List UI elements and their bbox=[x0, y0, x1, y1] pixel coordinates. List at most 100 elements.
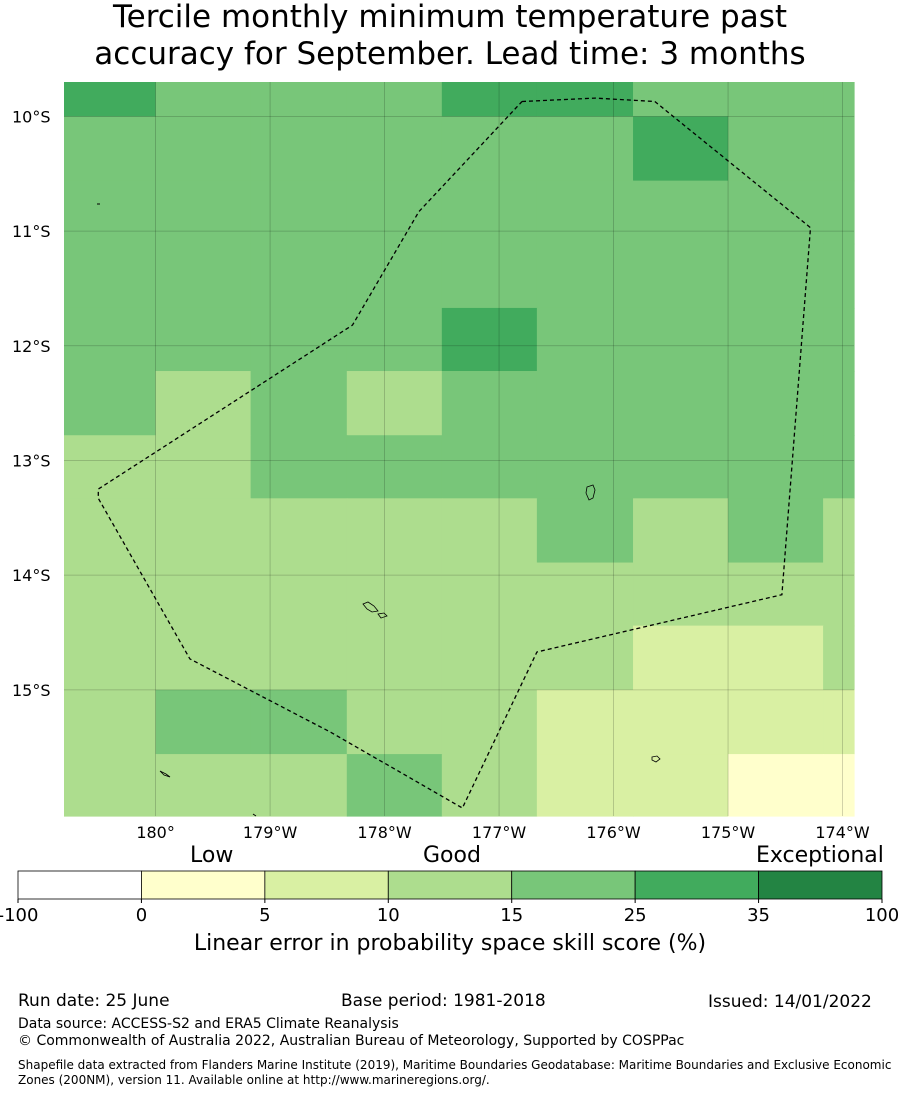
skill-cell bbox=[250, 307, 348, 372]
skill-cell bbox=[728, 116, 824, 182]
skill-cell bbox=[536, 243, 634, 309]
latitude-label: 14°S bbox=[12, 566, 51, 585]
colorbar-tick-label: 15 bbox=[500, 905, 523, 926]
skill-cell bbox=[155, 754, 252, 817]
skill-cell bbox=[64, 435, 157, 499]
skill-cell bbox=[64, 371, 157, 436]
skill-cell bbox=[346, 562, 443, 627]
skill-cell bbox=[155, 180, 252, 245]
data-source: Data source: ACCESS-S2 and ERA5 Climate … bbox=[18, 1016, 399, 1032]
longitude-label: 178°W bbox=[357, 823, 412, 842]
skill-cell bbox=[823, 116, 855, 182]
category-good: Good bbox=[423, 843, 481, 868]
skill-grid-cells bbox=[64, 82, 855, 817]
longitude-label: 177°W bbox=[472, 823, 527, 842]
longitude-label: 175°W bbox=[701, 823, 756, 842]
skill-cell bbox=[441, 243, 538, 309]
skill-cell bbox=[346, 625, 443, 691]
skill-cell bbox=[728, 562, 824, 627]
colorbar-tick-label: 35 bbox=[747, 905, 770, 926]
skill-cell bbox=[728, 243, 824, 309]
category-exceptional: Exceptional bbox=[756, 843, 884, 868]
skill-cell bbox=[823, 371, 855, 436]
skill-cell bbox=[536, 689, 634, 755]
colorbar-swatch bbox=[17, 870, 142, 900]
colorbar-tick-label: 0 bbox=[136, 905, 147, 926]
graticule bbox=[64, 82, 854, 816]
skill-cell bbox=[155, 689, 252, 755]
colorbar-swatch bbox=[387, 870, 513, 900]
island-outline bbox=[651, 755, 661, 763]
skill-cell bbox=[633, 371, 729, 436]
longitude-labels: 180° 179°W 178°W 177°W 176°W 175°W 174°W bbox=[136, 823, 870, 842]
skill-cell bbox=[823, 180, 855, 245]
longitude-label: 174°W bbox=[815, 823, 870, 842]
base-period: Base period: 1981-2018 bbox=[341, 991, 546, 1011]
skill-cell bbox=[441, 435, 538, 499]
skill-cell bbox=[536, 498, 634, 564]
skill-cell bbox=[823, 625, 855, 691]
skill-cell bbox=[728, 754, 824, 817]
colorbar-ticks: -100 0 5 10 15 25 35 100 bbox=[0, 899, 899, 926]
skill-cell bbox=[728, 625, 824, 691]
skill-cell bbox=[64, 307, 157, 372]
colorbar-tick-label: 100 bbox=[865, 905, 899, 926]
skill-cell bbox=[64, 243, 157, 309]
skill-cell bbox=[346, 180, 443, 245]
skill-cell bbox=[155, 562, 252, 627]
skill-cell bbox=[823, 82, 855, 118]
skill-cell bbox=[250, 754, 348, 817]
skill-cell bbox=[155, 498, 252, 564]
colorbar-swatch bbox=[141, 870, 266, 900]
skill-cell bbox=[823, 689, 855, 755]
skill-cell bbox=[536, 371, 634, 436]
colorbar-swatch bbox=[758, 870, 883, 900]
skill-cell bbox=[633, 307, 729, 372]
skill-cell bbox=[346, 435, 443, 499]
colorbar-tick-label: -100 bbox=[0, 905, 38, 926]
colorbar bbox=[17, 870, 883, 900]
longitude-label: 176°W bbox=[586, 823, 641, 842]
skill-cell bbox=[536, 307, 634, 372]
skill-cell bbox=[64, 116, 157, 182]
skill-cell bbox=[728, 435, 824, 499]
island-outline bbox=[362, 601, 379, 613]
skill-cell bbox=[441, 754, 538, 817]
colorbar-tick-label: 10 bbox=[377, 905, 400, 926]
latitude-label: 15°S bbox=[12, 681, 51, 700]
skill-cell bbox=[441, 116, 538, 182]
skill-cell bbox=[633, 82, 729, 118]
skill-cell bbox=[346, 116, 443, 182]
skill-cell bbox=[441, 498, 538, 564]
skill-cell bbox=[346, 498, 443, 564]
skill-cell bbox=[536, 562, 634, 627]
skill-cell bbox=[155, 625, 252, 691]
skill-cell bbox=[536, 435, 634, 499]
island-outline bbox=[585, 484, 596, 501]
skill-cell bbox=[823, 307, 855, 372]
skill-cell bbox=[823, 754, 855, 817]
skill-cell bbox=[728, 371, 824, 436]
skill-cell bbox=[536, 625, 634, 691]
skill-cell bbox=[155, 371, 252, 436]
skill-cell bbox=[441, 180, 538, 245]
skill-cell bbox=[823, 498, 855, 564]
colorbar-tick-label: 25 bbox=[624, 905, 647, 926]
skill-cell bbox=[728, 180, 824, 245]
longitude-label: 179°W bbox=[243, 823, 298, 842]
category-low: Low bbox=[190, 843, 234, 868]
skill-cell bbox=[536, 116, 634, 182]
skill-cell bbox=[823, 243, 855, 309]
skill-cell bbox=[441, 82, 538, 118]
skill-cell bbox=[441, 371, 538, 436]
skill-cell bbox=[633, 435, 729, 499]
run-date: Run date: 25 June bbox=[18, 991, 170, 1011]
longitude-label: 180° bbox=[136, 823, 175, 842]
skill-cell bbox=[633, 498, 729, 564]
shapefile-credit-line-2: Zones (200NM), version 11. Available onl… bbox=[18, 1073, 490, 1087]
skill-cell bbox=[536, 754, 634, 817]
map-title-line-1: Tercile monthly minimum temperature past bbox=[112, 0, 788, 35]
colorbar-swatch bbox=[511, 870, 636, 900]
latitude-label: 12°S bbox=[12, 337, 51, 356]
skill-cell bbox=[728, 689, 824, 755]
